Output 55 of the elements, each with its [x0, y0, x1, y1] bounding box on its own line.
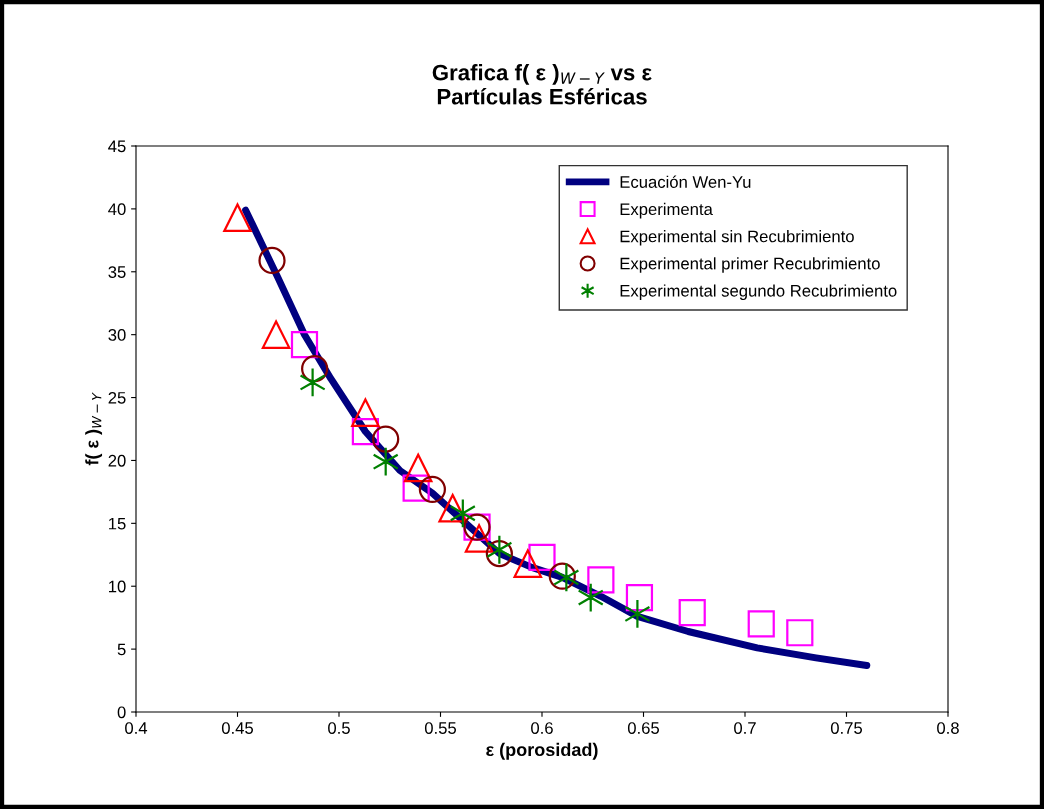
x-tick-label: 0.6 — [531, 722, 553, 734]
x-tick-label: 0.5 — [328, 722, 350, 734]
point — [351, 398, 380, 427]
point — [290, 331, 319, 359]
x-axis-title: ε (porosidad) — [486, 742, 598, 760]
point — [418, 475, 446, 503]
legend-label: Experimental sin Recubrimiento — [620, 230, 854, 246]
point — [223, 203, 252, 232]
y-tick-label: 30 — [108, 329, 126, 341]
point — [625, 583, 654, 612]
y-tick-label: 0 — [117, 706, 126, 719]
y-tick-label: 35 — [108, 266, 126, 278]
y-tick-label: 20 — [108, 454, 126, 467]
legend-label: Experimental primer Recubrimiento — [620, 257, 880, 273]
point — [372, 425, 400, 453]
x-tick-label: 0.75 — [830, 722, 863, 734]
point — [258, 246, 286, 275]
y-axis-title: f( ε )$_{W−Y}$ — [85, 392, 103, 466]
x-tick-label: 0.4 — [125, 722, 148, 734]
point — [438, 493, 467, 523]
point — [299, 367, 326, 398]
point — [486, 534, 513, 565]
point — [678, 599, 706, 627]
point — [548, 562, 576, 590]
chart-title: Grafica f( ε )$_{W−Y}$ vs ε Partículas Esféricas — [432, 64, 652, 105]
legend-label: Ecuación Wen-Yu — [620, 175, 751, 188]
point — [403, 453, 433, 483]
point — [301, 355, 329, 383]
y-tick-label: 10 — [109, 580, 126, 593]
point — [485, 539, 513, 568]
point — [577, 582, 604, 613]
point — [261, 320, 291, 349]
point — [747, 610, 775, 638]
point — [372, 446, 399, 477]
point — [449, 498, 476, 529]
point — [528, 543, 556, 571]
x-tick-label: 0.45 — [221, 722, 254, 734]
legend-label: Experimenta — [620, 202, 713, 219]
point — [402, 474, 430, 502]
y-tick-label: 15 — [109, 517, 126, 530]
point — [624, 598, 651, 629]
x-tick-label: 0.7 — [734, 722, 756, 734]
point — [464, 524, 494, 553]
point — [513, 549, 543, 578]
point — [786, 619, 814, 647]
y-tick-label: 25 — [108, 391, 126, 404]
point — [351, 417, 379, 446]
x-tick-label: 0.65 — [627, 722, 660, 734]
x-tick-label: 0.8 — [937, 722, 959, 734]
point — [587, 566, 615, 594]
x-tick-label: 0.55 — [424, 722, 457, 734]
y-tick-label: 40 — [108, 203, 126, 216]
y-tick-label: 5 — [117, 643, 126, 656]
legend-label: Experimental segundo Recubrimiento — [620, 284, 897, 300]
y-tick-label: 45 — [108, 140, 126, 153]
